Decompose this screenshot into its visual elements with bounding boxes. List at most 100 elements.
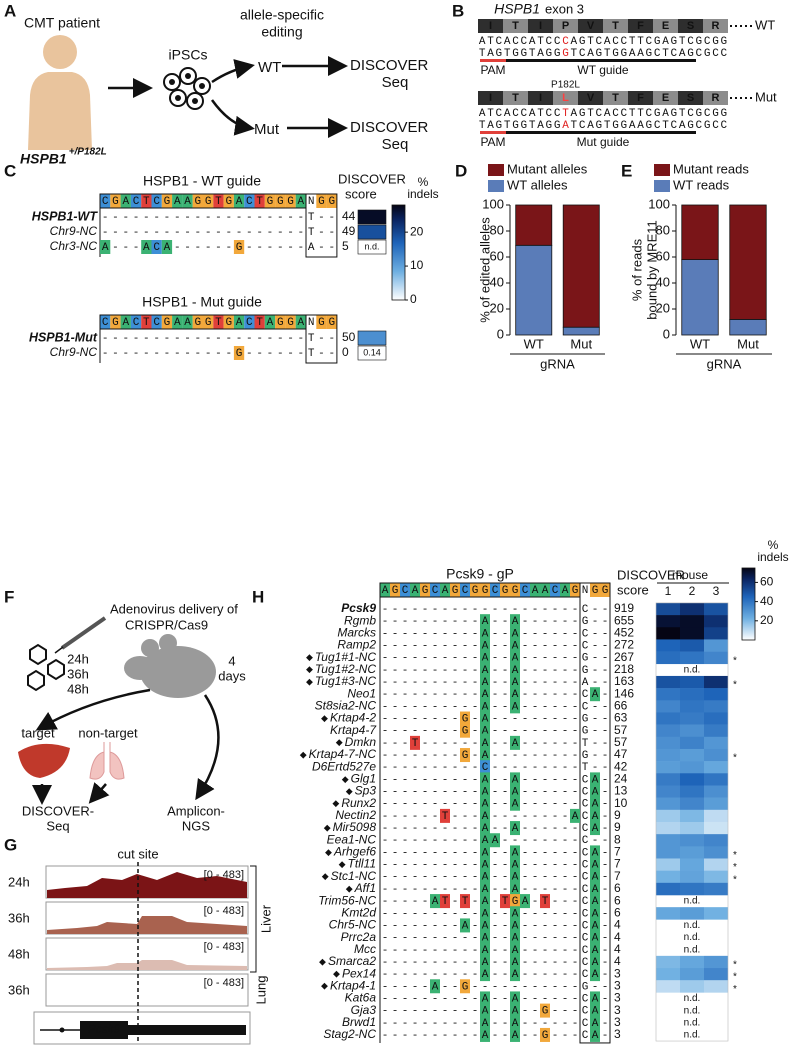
base-box	[510, 650, 520, 665]
site-name: Mir5098	[333, 820, 377, 834]
base-box	[460, 979, 470, 994]
base-box	[460, 748, 470, 763]
base-box	[590, 918, 600, 933]
score: 5	[342, 239, 349, 253]
base-box	[316, 315, 327, 329]
base-box	[510, 869, 520, 884]
base-box	[480, 942, 490, 957]
bar-segment	[729, 318, 767, 336]
colorbar-title: indels	[757, 550, 788, 564]
syringe	[60, 616, 107, 650]
x-axis-label: gRNA	[540, 356, 575, 371]
heat-cell	[704, 834, 728, 847]
bar-segment	[562, 204, 600, 328]
coverage-track	[47, 916, 247, 934]
base-box	[590, 942, 600, 957]
site-sequence: ----------A--A------G--	[382, 616, 609, 628]
site-sequence: --------------------T--	[102, 333, 335, 345]
allele-label: Mut	[755, 89, 777, 104]
base-box	[550, 583, 560, 597]
base-box	[275, 194, 286, 208]
colorbar-tick-label: 40	[760, 594, 774, 608]
base-box	[326, 315, 337, 329]
heat-cell	[704, 688, 728, 701]
colorbar-title: indels	[407, 187, 438, 201]
heat-cell	[704, 907, 728, 920]
score: 4	[614, 918, 621, 932]
base-box	[151, 240, 162, 254]
base-box	[233, 240, 245, 254]
lung-icon	[89, 742, 125, 780]
site-symbol: ◆	[346, 786, 353, 796]
site-name: Krtap4-1	[330, 978, 376, 992]
heat-cell	[656, 809, 680, 823]
y-tick-label: 20	[490, 300, 504, 315]
heat-cell	[656, 602, 680, 616]
score: 0	[342, 345, 349, 359]
heat-cell-empty	[357, 239, 387, 255]
base-box	[430, 979, 440, 994]
allele-label: WT	[755, 17, 775, 32]
colorbar	[741, 567, 756, 641]
score: 57	[614, 723, 628, 737]
score: 24	[614, 772, 628, 786]
score: 7	[614, 857, 621, 871]
colorbar-tick-label: 10	[410, 258, 424, 272]
base-box	[100, 240, 111, 254]
base-box	[460, 711, 470, 726]
base-box	[590, 784, 600, 799]
guide-bar	[506, 131, 696, 134]
base-box	[233, 346, 245, 360]
heat-cell	[656, 712, 680, 725]
heat-cell	[656, 627, 680, 640]
base-box	[254, 315, 265, 329]
heat-cell	[680, 651, 704, 665]
residue-box	[578, 19, 603, 33]
base-box	[480, 881, 490, 896]
readout-label: Seq	[382, 136, 409, 153]
heat-cell	[704, 858, 728, 871]
base-box	[570, 808, 580, 823]
base-box	[120, 194, 131, 208]
site-sequence: ----------A--A------C--	[382, 640, 609, 652]
base-box	[480, 687, 490, 702]
gene-start	[59, 1027, 65, 1033]
site-name: Runx2	[341, 796, 376, 810]
site-name: Stag2-NC	[323, 1027, 376, 1041]
site-symbol: ◆	[322, 871, 329, 881]
base-box	[590, 967, 600, 982]
score: 6	[614, 893, 621, 907]
base-box	[480, 638, 490, 653]
score: 452	[614, 626, 634, 640]
y-tick-label: 20	[656, 300, 670, 315]
base-box	[510, 699, 520, 714]
heat-cell	[680, 724, 704, 738]
mouse-number: 2	[689, 584, 696, 598]
score: 57	[614, 735, 628, 749]
site-name: St8sia2-NC	[315, 699, 377, 713]
track-time: 48h	[8, 946, 30, 961]
score: 66	[614, 699, 628, 713]
site-symbol: ◆	[321, 713, 328, 723]
heat-cell	[680, 700, 704, 713]
heat-cell	[680, 834, 704, 847]
tissue-label: target	[21, 725, 55, 740]
base-box	[295, 315, 306, 329]
colorbar	[391, 204, 406, 301]
significance-note: *	[733, 680, 737, 691]
heat-cell	[680, 797, 704, 811]
base-box	[520, 894, 530, 909]
site-symbol: ◆	[300, 749, 307, 759]
guide-bar	[506, 59, 696, 62]
score: 7	[614, 845, 621, 859]
pam-frame	[305, 193, 338, 258]
panel-label: G	[4, 835, 17, 854]
base-box	[182, 194, 193, 208]
base-box	[510, 991, 520, 1006]
pam-bar	[480, 59, 506, 62]
base-box	[130, 315, 142, 329]
